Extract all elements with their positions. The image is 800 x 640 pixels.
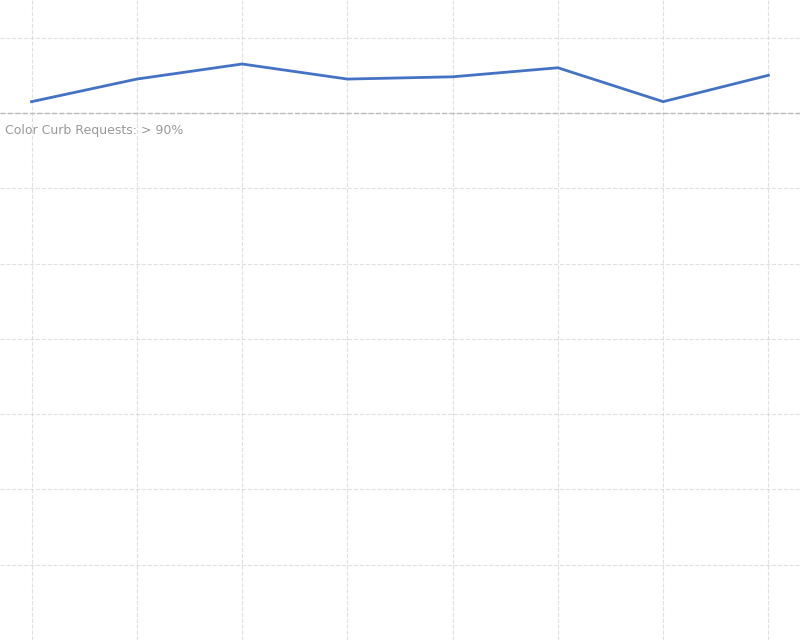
Text: Color Curb Requests: > 90%: Color Curb Requests: > 90% (6, 124, 184, 137)
